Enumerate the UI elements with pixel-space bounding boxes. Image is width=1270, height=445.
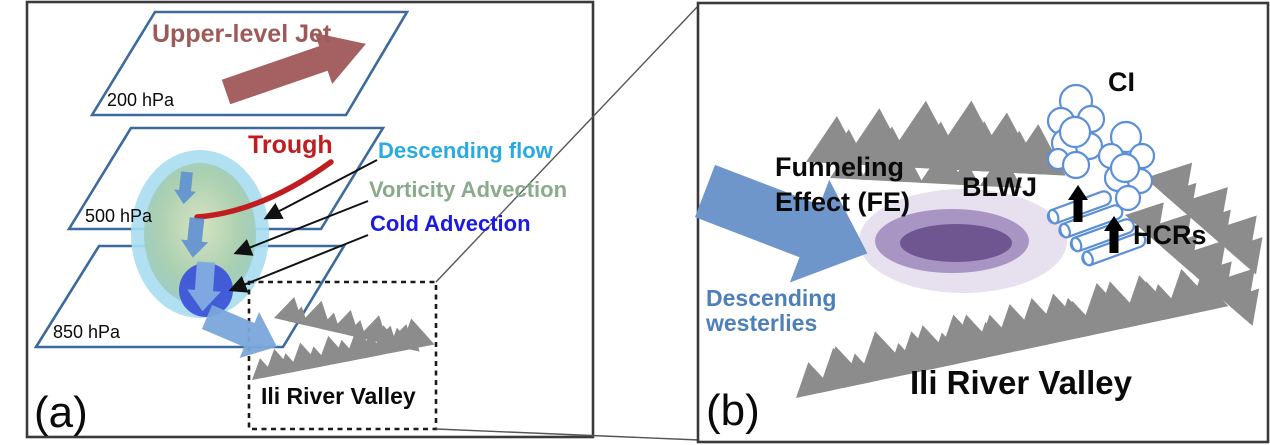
callout-vorticity-advection: Vorticity Advection <box>369 177 568 202</box>
plane-label-200hpa: 200 hPa <box>107 90 175 110</box>
panel-a-tag: (a) <box>34 388 88 437</box>
updraft-arrow-2-icon <box>1104 216 1124 253</box>
pointer-cold-advection <box>228 234 369 293</box>
hcrs-label: HCRs <box>1133 220 1207 250</box>
valley-label-b: Ili River Valley <box>910 364 1132 401</box>
funneling-label-line1: Funneling <box>775 152 904 182</box>
funneling-arrow-icon <box>694 164 868 283</box>
callout-descending-flow: Descending flow <box>378 138 553 163</box>
callout-cold-advection: Cold Advection <box>370 211 531 236</box>
ci-label: CI <box>1108 67 1135 97</box>
trough-curve <box>194 159 334 220</box>
trough-label: Trough <box>248 131 333 159</box>
pointer-descending-flow <box>263 159 378 220</box>
descent-arrow-3-icon <box>187 261 221 312</box>
descent-arrow-1-icon <box>174 171 197 205</box>
upper-level-jet-arrow-icon <box>221 32 366 105</box>
blwj-ellipses <box>859 189 1067 293</box>
panel-b-tag: (b) <box>706 386 760 435</box>
pointer-vorticity-advection <box>233 200 369 256</box>
connector-line-bottom <box>435 428 700 441</box>
valley-inflow-arrow-icon <box>201 305 277 358</box>
connector-line-top <box>435 4 700 283</box>
upper-level-jet-label: Upper-level Jet <box>152 20 332 48</box>
plane-label-850hpa: 850 hPa <box>53 322 121 342</box>
blwj-label: BLWJ <box>962 172 1038 202</box>
cloud-icon-1 <box>1046 83 1106 180</box>
plane-label-500hpa: 500 hPa <box>85 206 153 226</box>
study-area-dashed-box <box>247 280 438 431</box>
descent-arrow-2-icon <box>181 217 209 258</box>
cloud-icon-2 <box>1097 120 1156 212</box>
funneling-label-line2: Effect (FE) <box>775 187 910 217</box>
updraft-arrow-1-icon <box>1068 185 1088 222</box>
descending-westerlies-line1: Descending <box>706 285 837 311</box>
valley-label-a: Ili River Valley <box>261 383 416 409</box>
descending-westerlies-line2: westerlies <box>706 310 818 336</box>
